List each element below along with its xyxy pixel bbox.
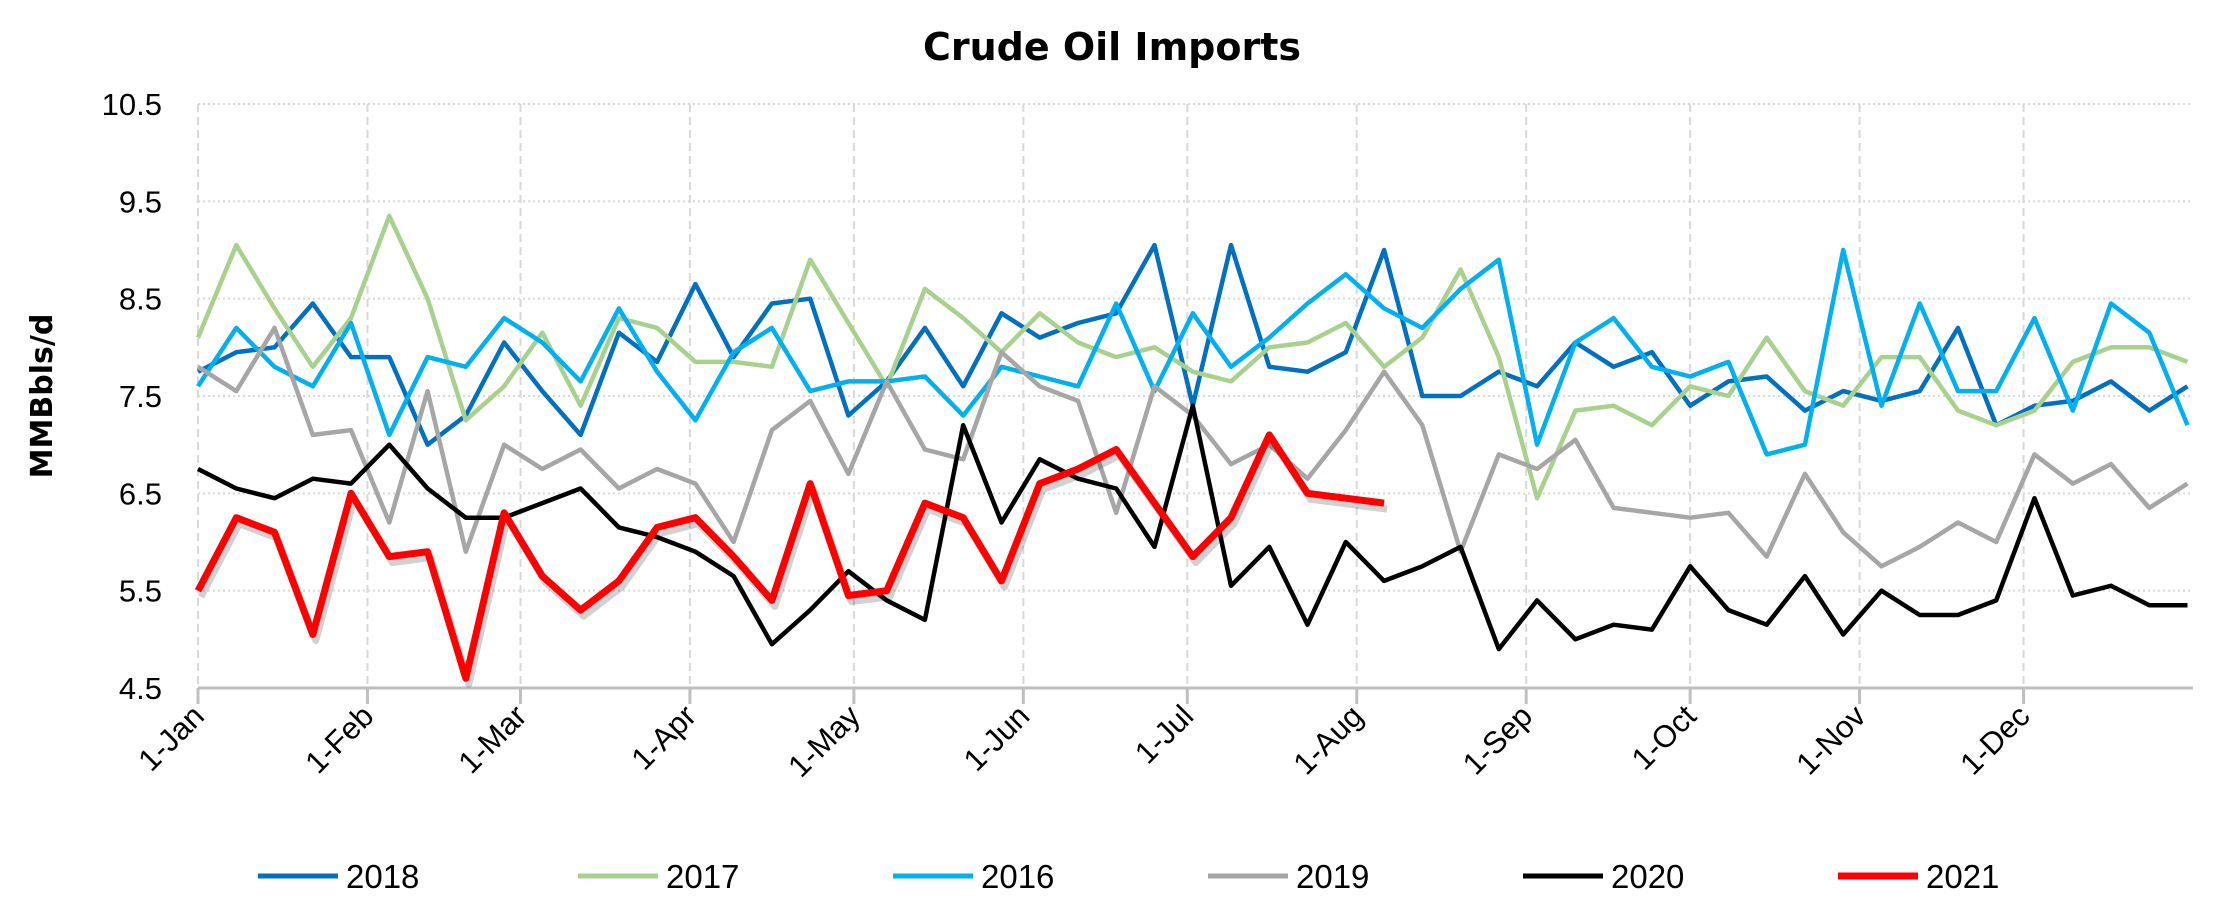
y-tick-label: 8.5 [119,282,162,317]
x-tick-label: 1-Aug [1286,698,1369,781]
x-tick-label: 1-Sep [1456,698,1539,781]
x-tick-label: 1-Jun [957,698,1037,778]
legend: 2018 2017 2016 2019 2020 2021 [258,858,1999,895]
y-tick-label: 10.5 [102,87,162,122]
x-tick-label: 1-Jan [131,698,211,778]
legend-label-2018: 2018 [346,858,419,895]
series-line-2021 [194,431,1385,682]
chart-title: Crude Oil Imports [923,25,1301,69]
y-tick-label: 7.5 [119,379,162,414]
legend-label-2021: 2021 [1926,858,1999,895]
x-tick-label: 1-Apr [625,698,703,776]
x-tick-label: 1-Nov [1789,698,1873,782]
y-tick-label: 5.5 [119,574,162,609]
y-tick-label: 6.5 [119,476,162,511]
x-tick-label: 1-Jul [1128,698,1200,770]
series-line-2017 [195,213,2189,501]
x-tick-label: 1-Oct [1625,698,1704,777]
x-tick-label: 1-May [781,698,867,784]
series-line-2016 [196,247,2190,457]
legend-label-2016: 2016 [981,858,1054,895]
y-tick-labels: 4.5 5.5 6.5 7.5 8.5 9.5 10.5 [102,87,162,706]
x-tick-label: 1-Feb [298,698,380,780]
y-tick-label: 4.5 [119,671,162,706]
legend-label-2020: 2020 [1611,858,1684,895]
x-tick-label: 1-Mar [451,698,533,780]
x-tick-labels: 1-Jan 1-Feb 1-Mar 1-Apr 1-May 1-Jun 1-Jul 1-Aug… [131,698,2036,784]
series-line-2020 [196,403,2188,652]
x-tick-label: 1-Dec [1953,698,2036,781]
y-axis-label: MMBbls/d [25,314,60,479]
series-lines [194,213,2190,688]
legend-label-2019: 2019 [1296,858,1369,895]
legend-label-2017: 2017 [666,858,739,895]
y-tick-label: 9.5 [119,184,162,219]
